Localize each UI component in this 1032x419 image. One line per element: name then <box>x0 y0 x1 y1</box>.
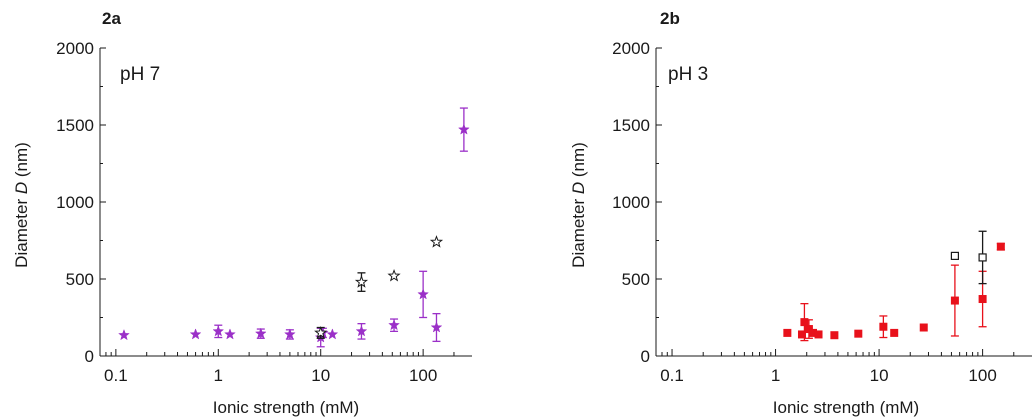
x-axis-label: Ionic strength (mM) <box>213 398 359 417</box>
panel-label: 2b <box>660 9 680 28</box>
x-tick-label: 10 <box>311 366 330 385</box>
data-point <box>804 325 813 334</box>
data-point <box>430 321 443 333</box>
data-point <box>797 330 806 339</box>
data-point <box>212 325 225 337</box>
data-point <box>429 235 444 248</box>
series-open-star <box>314 235 444 339</box>
series-filled-star <box>118 107 470 348</box>
data-point <box>978 295 987 304</box>
chart-panel-2a: 2a pH 7 Diameter D (nm) Ionic strength (… <box>12 9 472 417</box>
panel-label: 2a <box>102 9 121 28</box>
y-tick-label: 1000 <box>612 193 650 212</box>
series-open-square <box>950 230 987 285</box>
data-point <box>814 330 823 339</box>
y-axis-label: Diameter D (nm) <box>12 142 31 268</box>
data-point <box>118 328 130 341</box>
data-point <box>388 318 400 331</box>
series-filled-square <box>783 242 1005 342</box>
data-point <box>254 327 267 339</box>
y-tick-label: 2000 <box>56 39 94 58</box>
y-tick-label: 1500 <box>56 116 94 135</box>
data-point <box>457 123 470 135</box>
data-point <box>354 275 369 288</box>
ph-annotation: pH 7 <box>120 64 160 85</box>
x-tick-label: 1 <box>214 366 223 385</box>
y-tick-label: 1500 <box>612 116 650 135</box>
x-tick-label: 100 <box>968 366 996 385</box>
y-tick-label: 0 <box>85 347 94 366</box>
y-tick-label: 500 <box>622 270 650 289</box>
data-point <box>950 296 959 305</box>
data-point <box>919 323 928 332</box>
data-point <box>326 328 339 340</box>
data-point <box>890 328 899 337</box>
data-point <box>996 242 1005 251</box>
y-tick-label: 1000 <box>56 193 94 212</box>
data-point <box>809 328 818 337</box>
data-point <box>879 322 888 331</box>
data-point <box>283 328 296 340</box>
data-point <box>830 331 839 340</box>
y-axis-label: Diameter D (nm) <box>569 142 588 268</box>
chart-panel-2b: 2b pH 3 Diameter D (nm) Ionic strength (… <box>569 9 1032 417</box>
data-point <box>800 318 809 327</box>
x-tick-label: 100 <box>409 366 437 385</box>
data-point <box>314 325 328 339</box>
ph-annotation: pH 3 <box>668 64 708 85</box>
x-tick-label: 1 <box>771 366 780 385</box>
data-point <box>783 328 792 337</box>
axes: 0 500 1000 1500 2000 0.1 1 10 100 <box>56 39 472 385</box>
y-tick-label: 0 <box>641 347 650 366</box>
x-axis-label: Ionic strength (mM) <box>773 398 919 417</box>
data-point <box>854 329 863 338</box>
data-point <box>189 328 202 340</box>
data-point <box>417 288 430 300</box>
data-point <box>224 328 236 340</box>
x-tick-label: 10 <box>870 366 889 385</box>
y-tick-label: 500 <box>66 270 94 289</box>
x-tick-label: 0.1 <box>660 366 684 385</box>
x-tick-label: 0.1 <box>104 366 128 385</box>
data-point <box>387 268 401 282</box>
data-point <box>355 325 368 337</box>
axes: 0 500 1000 1500 2000 0.1 1 10 100 <box>612 39 1032 385</box>
data-point <box>978 253 987 262</box>
y-tick-label: 2000 <box>612 39 650 58</box>
data-point <box>950 251 960 260</box>
